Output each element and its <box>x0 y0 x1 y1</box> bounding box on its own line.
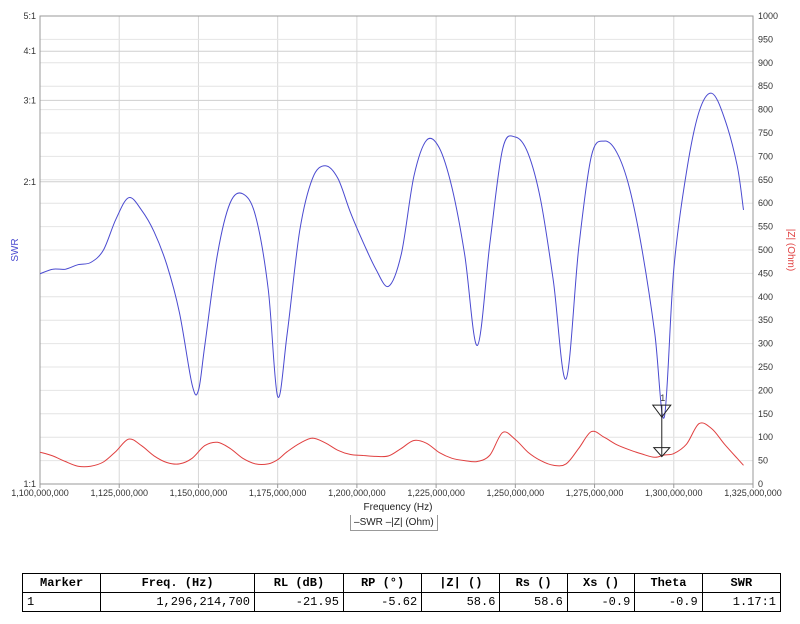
cell-theta: -0.9 <box>634 592 703 612</box>
y-right-tick-label: 100 <box>758 432 773 442</box>
cell-xs: -0.9 <box>566 592 636 612</box>
y-right-tick-label: 600 <box>758 198 773 208</box>
swr-impedance-chart: 1,100,000,000 1,125,000,000 1,150,000,000 1… <box>10 11 796 513</box>
grid <box>39 15 754 485</box>
header-marker: Marker <box>21 573 102 593</box>
legend-item-z: –|Z| (Ohm) <box>385 517 434 528</box>
marker-1: 1 <box>651 393 672 458</box>
plot-frame <box>39 15 754 485</box>
header-z: |Z| () <box>421 573 501 593</box>
legend-label-swr: SWR <box>359 517 383 528</box>
y-left-tick-label: 2:1 <box>23 177 36 187</box>
y-right-tick-label: 700 <box>758 151 773 161</box>
marker-label: 1 <box>660 393 665 403</box>
x-tick-label: 1,300,000,000 <box>645 488 703 498</box>
header-rl: RL (dB) <box>253 573 344 593</box>
y-right-tick-label: 0 <box>758 479 763 489</box>
y-right-tick-label: 200 <box>758 385 773 395</box>
series-line-swr <box>39 92 744 419</box>
y-right-tick-label: 900 <box>758 58 773 68</box>
x-tick-label: 1,125,000,000 <box>90 488 148 498</box>
y-right-tick-label: 350 <box>758 315 773 325</box>
x-tick-labels: 1,100,000,000 1,125,000,000 1,150,000,000 1… <box>11 488 782 498</box>
legend-label-z: |Z| (Ohm) <box>391 517 434 528</box>
y-right-tick-label: 250 <box>758 362 773 372</box>
y-right-tick-label: 550 <box>758 222 773 232</box>
header-rp: RP (°) <box>342 573 423 593</box>
x-tick-label: 1,150,000,000 <box>170 488 228 498</box>
x-tick-label: 1,175,000,000 <box>249 488 307 498</box>
y-left-tick-label: 5:1 <box>23 11 36 21</box>
y-left-tick-label: 1:1 <box>23 479 36 489</box>
header-rs: Rs () <box>499 573 568 593</box>
y-right-tick-label: 500 <box>758 245 773 255</box>
y-right-tick-label: 750 <box>758 128 773 138</box>
axes <box>39 15 754 488</box>
legend-item-swr: –SWR <box>354 517 383 528</box>
x-tick-label: 1,100,000,000 <box>11 488 69 498</box>
x-tick-label: 1,325,000,000 <box>724 488 782 498</box>
legend: –SWR –|Z| (Ohm) <box>350 515 438 531</box>
y-right-tick-label: 650 <box>758 175 773 185</box>
x-axis-label: Frequency (Hz) <box>364 502 433 513</box>
x-tick-label: 1,275,000,000 <box>566 488 624 498</box>
y-right-tick-label: 400 <box>758 292 773 302</box>
y-left-tick-labels: 1:1 2:1 3:1 4:1 5:1 <box>23 11 36 489</box>
marker-table: Marker Freq. (Hz) RL (dB) RP (°) |Z| () … <box>21 573 782 612</box>
y-right-tick-labels: 0 50 100 150 200 250 300 350 400 450 500 550 600 650 7… <box>758 11 778 489</box>
y-right-tick-label: 950 <box>758 34 773 44</box>
table-row[interactable]: 1 1,296,214,700 -21.95 -5.62 58.6 58.6 -… <box>21 592 782 612</box>
y-right-tick-label: 1000 <box>758 11 778 21</box>
header-swr: SWR <box>701 573 782 593</box>
cell-swr: 1.17:1 <box>701 592 782 612</box>
y-left-axis-label: SWR <box>10 238 21 261</box>
x-tick-label: 1,200,000,000 <box>328 488 386 498</box>
series <box>39 92 744 468</box>
header-xs: Xs () <box>566 573 636 593</box>
marker-table-header: Marker Freq. (Hz) RL (dB) RP (°) |Z| () … <box>21 573 782 593</box>
x-tick-label: 1,250,000,000 <box>487 488 545 498</box>
y-right-axis-label: |Z| (Ohm) <box>785 229 796 271</box>
y-left-tick-label: 3:1 <box>23 95 36 105</box>
cell-rp: -5.62 <box>342 592 423 612</box>
y-right-tick-label: 800 <box>758 105 773 115</box>
x-tick-label: 1,225,000,000 <box>407 488 465 498</box>
y-right-tick-label: 150 <box>758 409 773 419</box>
y-right-tick-label: 50 <box>758 456 768 466</box>
y-left-tick-label: 4:1 <box>23 46 36 56</box>
cell-marker: 1 <box>21 592 102 612</box>
series-line-impedance <box>39 422 744 468</box>
header-theta: Theta <box>634 573 703 593</box>
cell-rl: -21.95 <box>253 592 344 612</box>
cell-rs: 58.6 <box>499 592 568 612</box>
header-freq: Freq. (Hz) <box>100 573 255 593</box>
cell-freq: 1,296,214,700 <box>100 592 255 612</box>
y-right-tick-label: 850 <box>758 81 773 91</box>
y-right-tick-label: 450 <box>758 268 773 278</box>
cell-z: 58.6 <box>421 592 501 612</box>
y-right-tick-label: 300 <box>758 339 773 349</box>
